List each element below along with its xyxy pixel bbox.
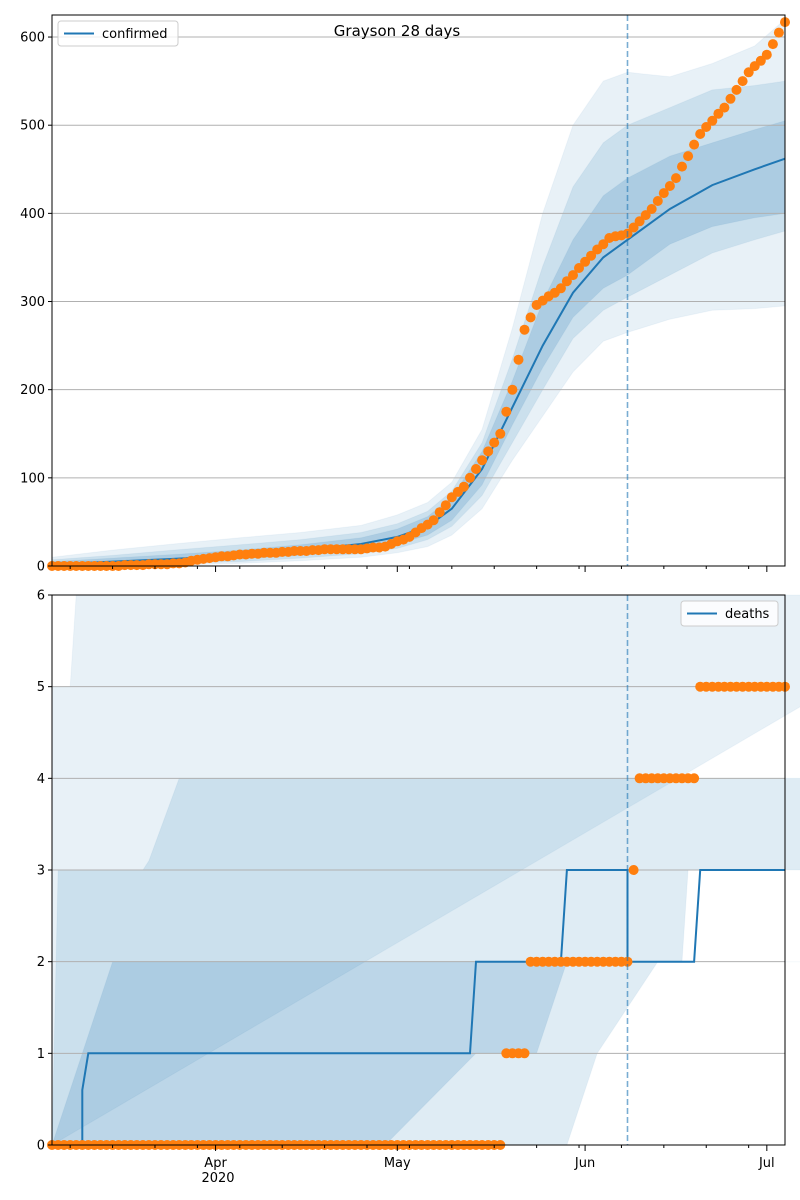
observed-point	[640, 210, 651, 221]
observed-point	[725, 93, 736, 104]
y-tick-label: 200	[20, 383, 45, 398]
legend-confirmed-label: confirmed	[102, 27, 168, 42]
observed-point	[743, 67, 754, 78]
observed-point	[561, 276, 572, 287]
y-tick-label: 2	[37, 955, 45, 970]
legend-deaths-label: deaths	[725, 607, 770, 622]
x-tick-label: Jul	[758, 1156, 775, 1171]
observed-point	[713, 108, 724, 119]
confirmed-axes-frame	[51, 14, 786, 567]
y-tick-label: 1	[37, 1047, 45, 1062]
x-tick-label: Apr	[204, 1156, 227, 1171]
observed-point	[598, 239, 609, 250]
observed-point	[477, 455, 488, 466]
observed-point	[719, 102, 730, 113]
confirmed-legend: confirmed	[57, 20, 179, 47]
y-tick-label: 500	[20, 119, 45, 134]
observed-point	[519, 324, 530, 335]
observed-point	[767, 39, 778, 50]
deaths-x-axis: Apr May Jun Jul	[69, 1145, 775, 1171]
observed-point	[628, 865, 639, 875]
observed-point	[434, 507, 445, 518]
observed-point	[428, 515, 439, 526]
confirmed-x-ticks	[69, 566, 768, 572]
observed-point	[689, 773, 700, 784]
observed-point	[671, 173, 681, 184]
observed-point	[555, 283, 566, 294]
y-tick-label: 400	[20, 207, 45, 222]
x-tick-label: Jun	[574, 1156, 595, 1171]
observed-point	[501, 406, 512, 417]
observed-point	[465, 472, 475, 483]
y-tick-label: 0	[37, 1139, 45, 1154]
observed-point	[755, 55, 766, 66]
observed-point	[507, 384, 518, 395]
observed-point	[664, 181, 675, 191]
observed-point	[458, 481, 469, 492]
observed-point	[586, 250, 597, 261]
y-tick-label: 100	[20, 471, 45, 486]
y-tick-label: 4	[37, 772, 45, 787]
deaths-legend: deaths	[680, 600, 779, 627]
observed-point	[683, 151, 694, 162]
observed-point	[707, 115, 718, 126]
observed-point	[677, 161, 687, 172]
confirmed-observed-points	[47, 17, 790, 571]
observed-point	[628, 222, 639, 233]
x-axis-year-label: 2020	[201, 1171, 234, 1186]
observed-point	[634, 216, 645, 227]
y-tick-label: 0	[37, 560, 45, 575]
chart-title: Grayson 28 days	[334, 22, 461, 40]
observed-point	[471, 464, 481, 474]
y-tick-label: 300	[20, 295, 45, 310]
observed-point	[489, 437, 500, 448]
observed-point	[568, 270, 578, 281]
observed-point	[440, 500, 451, 511]
observed-point	[622, 956, 633, 967]
x-tick-label: May	[384, 1156, 411, 1171]
observed-point	[773, 27, 784, 38]
observed-point	[658, 188, 669, 199]
y-tick-label: 5	[37, 680, 45, 695]
observed-point	[525, 312, 536, 323]
deaths-panel: 0 1 2 3 4 5 6 Apr May Jun Jul 2020 deaths	[37, 589, 800, 1186]
observed-point	[701, 122, 712, 132]
observed-point	[761, 49, 772, 60]
observed-point	[519, 1048, 530, 1059]
observed-point	[646, 204, 657, 214]
deaths-y-axis: 0 1 2 3 4 5 6	[37, 589, 52, 1154]
observed-point	[495, 428, 506, 439]
observed-point	[689, 139, 700, 150]
observed-point	[731, 84, 742, 95]
y-tick-label: 6	[37, 589, 45, 604]
observed-point	[483, 446, 494, 457]
confirmed-panel: 0 100 200 300 400 500 600 Grayson 28 days conf…	[20, 14, 790, 575]
observed-point	[695, 129, 706, 139]
observed-point	[574, 263, 584, 273]
confirmed-y-axis: 0 100 200 300 400 500 600	[20, 31, 52, 575]
y-tick-label: 600	[20, 31, 45, 46]
y-tick-label: 3	[37, 864, 45, 879]
observed-point	[652, 196, 663, 206]
observed-point	[513, 354, 524, 365]
observed-point	[580, 256, 591, 267]
observed-point	[737, 76, 748, 87]
